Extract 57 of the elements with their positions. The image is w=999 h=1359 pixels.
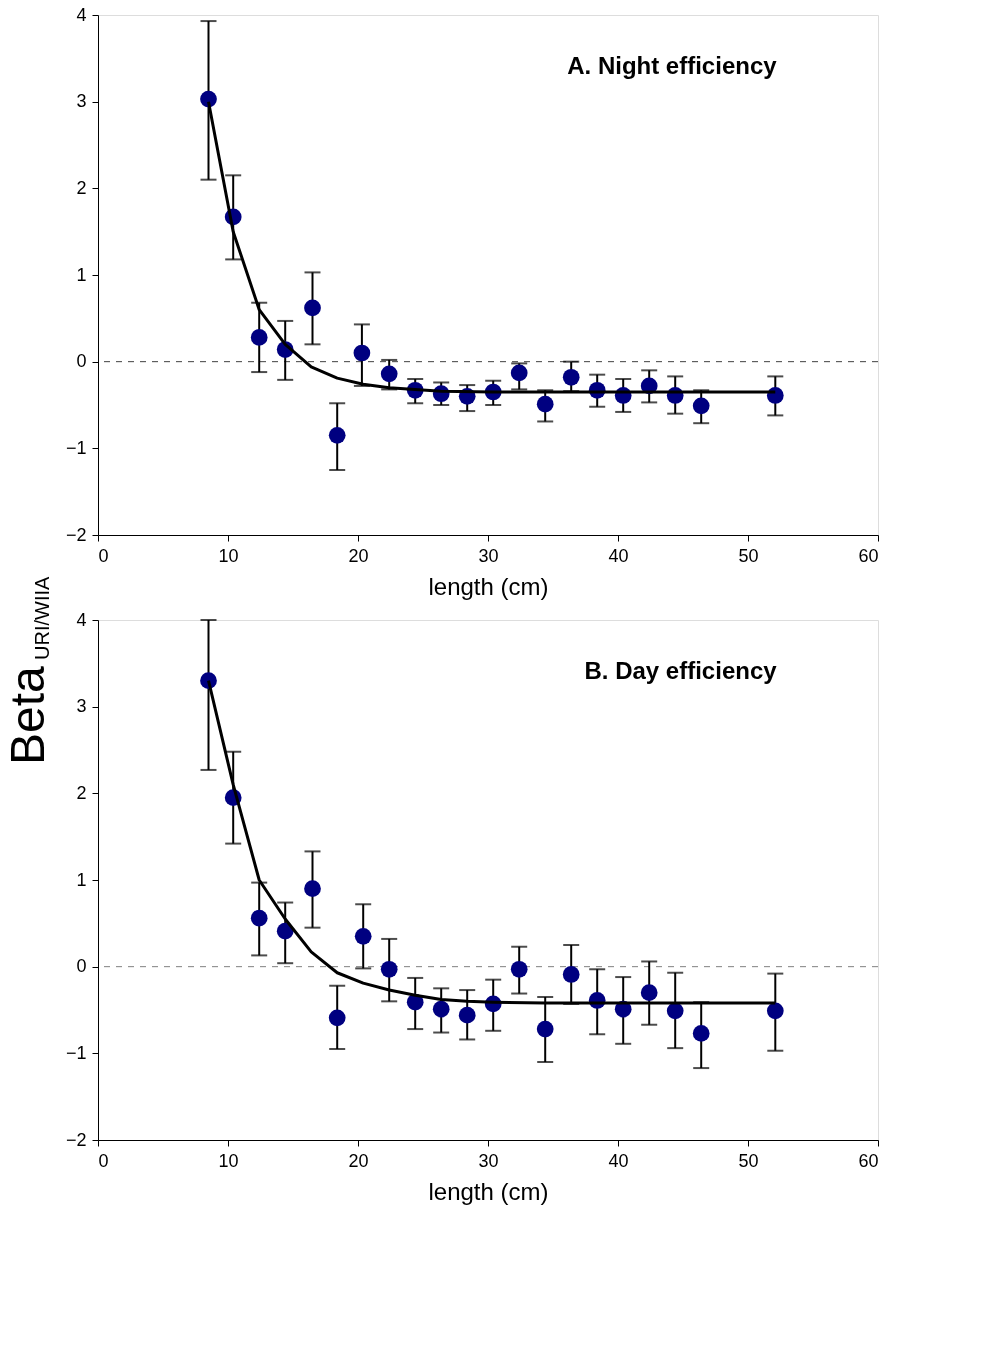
y-tick-label: 2 xyxy=(76,177,87,198)
point xyxy=(432,1000,450,1018)
y-tick-label: 0 xyxy=(76,351,87,372)
y-axis-title: BetaURI/WIIA xyxy=(1,576,54,765)
x-axis-title: length (cm) xyxy=(428,572,549,600)
point xyxy=(640,984,658,1002)
y-tick-label: 0 xyxy=(76,956,87,977)
y-tick-label: 2 xyxy=(76,782,87,803)
point xyxy=(510,364,528,382)
point xyxy=(692,397,710,415)
x-tick-label: 60 xyxy=(858,1150,879,1171)
point xyxy=(353,344,371,362)
point xyxy=(380,960,398,978)
x-tick-label: 10 xyxy=(218,545,239,566)
x-tick-label: 40 xyxy=(608,1150,629,1171)
y-tick-label: −1 xyxy=(65,437,87,458)
point xyxy=(458,1006,476,1024)
point xyxy=(354,927,372,945)
point xyxy=(200,90,217,108)
point xyxy=(510,960,528,978)
y-tick-label: 3 xyxy=(76,91,87,112)
point xyxy=(250,909,268,927)
point xyxy=(562,368,580,386)
y-tick-label: 1 xyxy=(76,869,87,890)
point xyxy=(304,299,321,317)
y-tick-label: 4 xyxy=(76,609,87,630)
x-tick-label: 50 xyxy=(738,1150,759,1171)
y-tick-label: −2 xyxy=(65,524,87,545)
y-tick-label: 1 xyxy=(76,264,87,285)
point xyxy=(692,1025,710,1042)
point xyxy=(328,426,346,444)
point xyxy=(328,1009,346,1027)
point xyxy=(766,387,784,404)
text: A. Night efficiency xyxy=(567,52,778,79)
y-tick-label: −2 xyxy=(65,1129,87,1150)
text: B. Day efficiency xyxy=(584,657,778,684)
point xyxy=(536,395,554,413)
x-tick-label: 40 xyxy=(608,545,629,566)
x-tick-label: 0 xyxy=(98,1150,109,1171)
y-tick-label: 4 xyxy=(76,4,87,25)
x-tick-label: 50 xyxy=(738,545,759,566)
x-tick-label: 20 xyxy=(348,545,369,566)
point xyxy=(536,1020,554,1038)
x-tick-label: 20 xyxy=(348,1150,369,1171)
point xyxy=(766,1002,784,1020)
point xyxy=(562,966,580,983)
point xyxy=(304,880,321,898)
point xyxy=(380,365,398,383)
point xyxy=(250,329,268,346)
x-tick-label: 30 xyxy=(478,1150,499,1171)
x-tick-label: 60 xyxy=(858,545,879,566)
x-axis-title: length (cm) xyxy=(428,1177,549,1205)
x-tick-label: 30 xyxy=(478,545,499,566)
y-tick-label: 3 xyxy=(76,696,87,717)
y-tick-label: −1 xyxy=(65,1042,87,1063)
x-tick-label: 10 xyxy=(218,1150,239,1171)
x-tick-label: 0 xyxy=(98,545,109,566)
